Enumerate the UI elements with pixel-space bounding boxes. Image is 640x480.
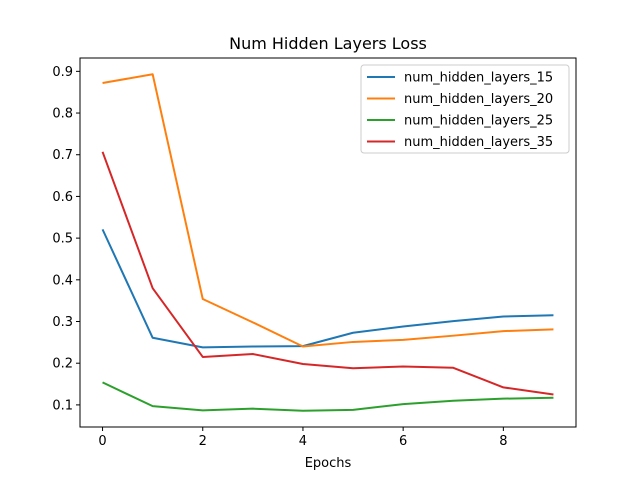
- x-tick-label: 6: [399, 434, 407, 449]
- y-tick-label: 0.4: [52, 273, 73, 288]
- x-axis-label: Epochs: [305, 456, 352, 471]
- x-tick-label: 2: [199, 434, 207, 449]
- series-line-num_hidden_layers_35: [101, 151, 554, 396]
- y-tick-label: 0.9: [52, 65, 73, 80]
- x-tick-label: 4: [299, 434, 307, 449]
- y-tick-label: 0.6: [52, 190, 73, 205]
- legend: num_hidden_layers_15 num_hidden_layers_20…: [360, 64, 570, 154]
- series-line-num_hidden_layers_20: [102, 73, 554, 348]
- series-line-num_hidden_layers_25: [102, 381, 554, 412]
- y-tick-label: 0.2: [52, 357, 73, 372]
- x-axis: 0 2 4 6 8: [98, 427, 507, 449]
- series-line-num_hidden_layers_15: [101, 228, 554, 349]
- y-axis: 0.1 0.2 0.3 0.4 0.5 0.6 0.7 0.8 0.9: [52, 65, 80, 413]
- y-tick-label: 0.5: [52, 232, 73, 247]
- chart-title: Num Hidden Layers Loss: [229, 34, 427, 53]
- y-tick-label: 0.3: [52, 315, 73, 330]
- legend-label-num_hidden_layers_20: num_hidden_layers_20: [404, 92, 553, 107]
- x-tick-label: 0: [98, 434, 106, 449]
- series-layer: [101, 73, 554, 412]
- x-tick-label: 8: [499, 434, 507, 449]
- plot-area-frame: [79, 57, 577, 428]
- legend-label-num_hidden_layers_25: num_hidden_layers_25: [404, 114, 553, 129]
- y-tick-label: 0.1: [52, 398, 73, 413]
- legend-label-num_hidden_layers_35: num_hidden_layers_35: [404, 135, 553, 150]
- legend-box: [360, 64, 570, 154]
- y-tick-label: 0.8: [52, 107, 73, 122]
- legend-label-num_hidden_layers_15: num_hidden_layers_15: [404, 71, 553, 86]
- y-tick-label: 0.7: [52, 148, 73, 163]
